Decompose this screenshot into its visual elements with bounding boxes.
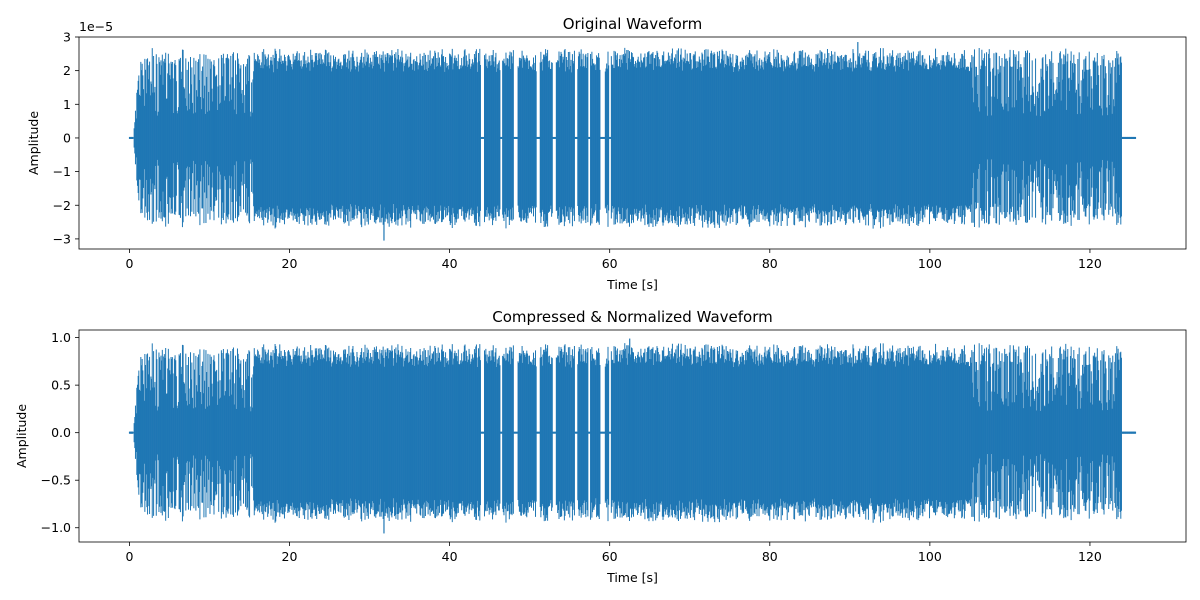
y-offset-text: 1e−5 [79, 19, 113, 34]
x-tick-label: 40 [442, 549, 458, 564]
x-tick-label: 80 [762, 256, 778, 271]
y-tick-label: 0.0 [51, 425, 71, 440]
waveform-series [128, 42, 1137, 241]
chart-panel-2: 0 20 40 60 80 100 120 −1.0 −0.5 0.0 0.5 1.0 Compress… [14, 308, 1187, 585]
y-tick-label: 0.5 [51, 378, 71, 393]
axes-frame [78, 36, 1187, 250]
axes-frame [78, 329, 1187, 543]
waveform-series [128, 338, 1137, 534]
x-tick-label: 100 [918, 549, 942, 564]
y-tick-label: 1.0 [51, 330, 71, 345]
y-axis-label: Amplitude [14, 404, 29, 468]
x-tick-label: 120 [1078, 256, 1102, 271]
x-tick-label: 40 [442, 256, 458, 271]
chart-title: Original Waveform [563, 15, 703, 33]
y-tick-label: 0 [63, 130, 71, 145]
x-tick-label: 60 [602, 256, 618, 271]
x-tick-label: 0 [125, 256, 133, 271]
chart-title: Compressed & Normalized Waveform [492, 308, 772, 326]
y-tick-label: −2 [53, 198, 71, 213]
y-axis-label: Amplitude [26, 111, 41, 175]
y-tick-label: −1.0 [41, 520, 71, 535]
x-tick-label: 20 [282, 256, 298, 271]
y-tick-label: 2 [63, 63, 71, 78]
x-tick-label: 60 [602, 549, 618, 564]
x-tick-label: 20 [282, 549, 298, 564]
y-tick-label: 3 [63, 30, 71, 45]
x-tick-label: 100 [918, 256, 942, 271]
y-tick-label: −0.5 [41, 473, 71, 488]
chart-panel-1: 0 20 40 60 80 100 120 −3 −2 −1 0 1 2 3 Original Wavefo… [26, 15, 1187, 292]
x-tick-label: 80 [762, 549, 778, 564]
x-tick-label: 0 [125, 549, 133, 564]
x-tick-label: 120 [1078, 549, 1102, 564]
y-tick-label: 1 [63, 97, 71, 112]
x-axis-label: Time [s] [606, 570, 658, 585]
y-tick-label: −1 [53, 164, 71, 179]
x-axis-label: Time [s] [606, 277, 658, 292]
y-tick-label: −3 [53, 231, 71, 246]
